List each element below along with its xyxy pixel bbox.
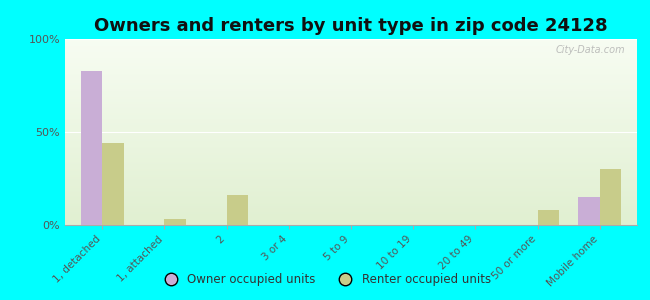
Bar <box>538 210 559 225</box>
Legend: Owner occupied units, Renter occupied units: Owner occupied units, Renter occupied un… <box>154 269 496 291</box>
Title: Owners and renters by unit type in zip code 24128: Owners and renters by unit type in zip c… <box>94 17 608 35</box>
Bar <box>102 143 124 225</box>
Bar <box>578 197 600 225</box>
Bar <box>600 169 621 225</box>
Bar <box>81 70 102 225</box>
Bar <box>164 219 187 225</box>
Text: City-Data.com: City-Data.com <box>556 45 625 55</box>
Bar <box>227 195 248 225</box>
